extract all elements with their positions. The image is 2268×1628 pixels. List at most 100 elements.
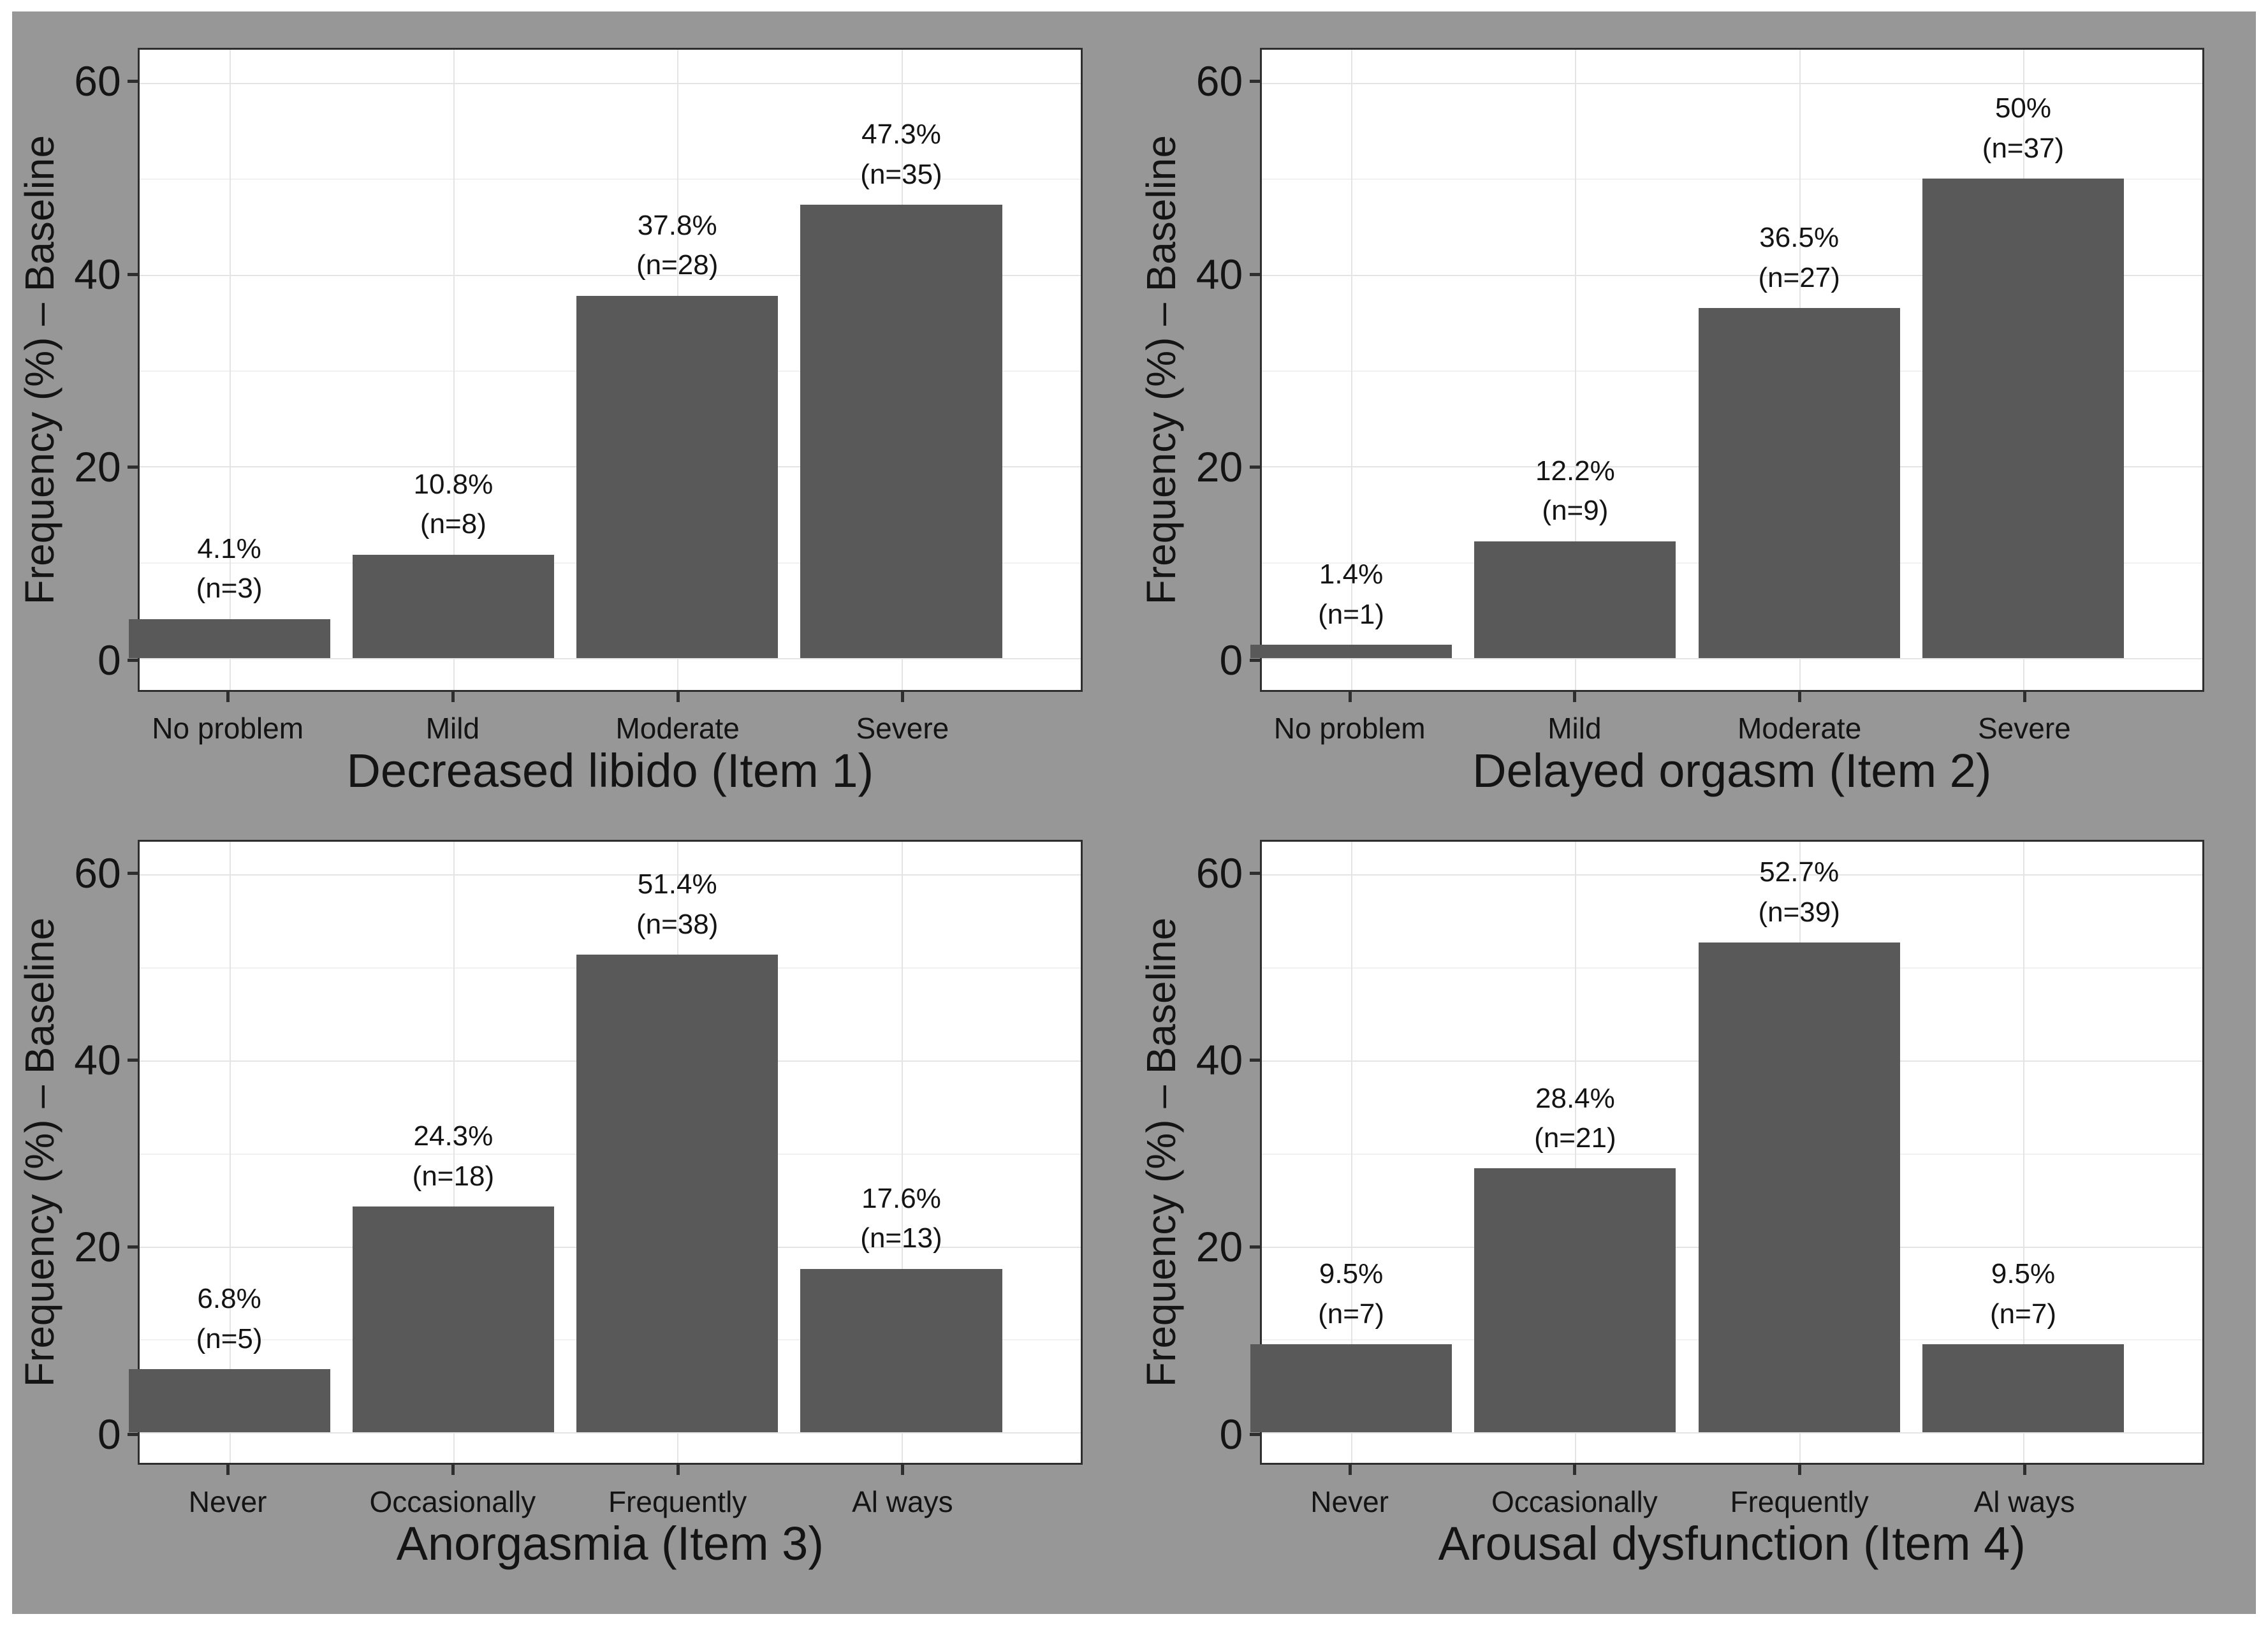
x-tick-mark — [226, 1465, 230, 1476]
gridline-major — [140, 1432, 1081, 1434]
bar — [128, 1369, 330, 1433]
y-axis-title: Frequency (%) – Baseline — [16, 135, 62, 605]
bar-count-text: (n=35) — [860, 158, 942, 190]
bar-count-text: (n=27) — [1758, 261, 1840, 293]
bar — [1250, 645, 1452, 659]
y-axis-title: Frequency (%) – Baseline — [16, 918, 62, 1388]
bar-count-text: (n=28) — [636, 249, 719, 281]
plot-panel: 6.8% (n=5) 24.3% (n=18) 51.4% (n=38) 17.6% (n=1… — [128, 840, 1083, 1465]
x-tick-label: Mild — [425, 712, 480, 745]
x-tick-label: Severe — [856, 712, 949, 745]
bar-value-label: 9.5% (n=7) — [1990, 1254, 2056, 1334]
y-tick-label: 40 — [74, 250, 121, 298]
plot-panel: 1.4% (n=1) 12.2% (n=9) 36.5% (n=27) 50% (n=37) — [1250, 47, 2205, 692]
x-tick-label: No problem — [1273, 712, 1426, 745]
bar-count-text: (n=18) — [412, 1160, 495, 1192]
y-tick-mark — [128, 658, 138, 662]
y-tick-mark — [1249, 1059, 1260, 1062]
x-tick-mark — [1573, 1465, 1577, 1476]
bar-value-label: 28.4% (n=21) — [1534, 1079, 1616, 1159]
bar-percent-text: 50% — [1994, 92, 2052, 124]
bar-value-label: 37.8% (n=28) — [636, 206, 718, 286]
bar-percent-text: 4.1% — [197, 532, 261, 564]
bar-value-label: 51.4% (n=38) — [636, 865, 718, 944]
plot-panel: 9.5% (n=7) 28.4% (n=21) 52.7% (n=39) 9.5% (n=7) — [1250, 840, 2205, 1465]
bar — [1698, 308, 1900, 659]
y-tick-label: 0 — [1219, 636, 1243, 684]
gridline-major — [140, 874, 1081, 876]
y-tick-label: 60 — [74, 57, 121, 105]
bar-count-text: (n=39) — [1758, 896, 1840, 928]
y-tick-label: 40 — [1196, 1036, 1243, 1083]
bar-count-text: (n=8) — [420, 508, 487, 540]
chart-panel-decreased-libido: Frequency (%) – Baseline 4.1% (n=3) 10.8% (n… — [12, 11, 1134, 813]
chart-panel-anorgasmia: Frequency (%) – Baseline 6.8% (n=5) 24.3% (n… — [12, 813, 1134, 1615]
bar-count-text: (n=37) — [1982, 132, 2065, 164]
y-tick-mark — [128, 1432, 138, 1436]
x-tick-mark — [676, 691, 680, 702]
y-tick-mark — [128, 1245, 138, 1249]
bar-percent-text: 36.5% — [1759, 222, 1840, 254]
x-tick-label: Al ways — [852, 1485, 953, 1518]
bar — [576, 295, 779, 659]
bar — [576, 954, 779, 1433]
y-axis-title: Frequency (%) – Baseline — [1138, 135, 1185, 605]
bar-percent-text: 51.4% — [637, 869, 717, 900]
x-tick-mark — [451, 691, 455, 702]
gridline-major — [1261, 1432, 2203, 1434]
y-tick-mark — [128, 466, 138, 469]
bar-count-text: (n=38) — [636, 908, 719, 940]
bar-value-label: 47.3% (n=35) — [860, 115, 942, 194]
bar-value-label: 24.3% (n=18) — [413, 1117, 494, 1196]
four-panel-bar-figure: Frequency (%) – Baseline 4.1% (n=3) 10.8% (n… — [12, 11, 2256, 1614]
bar-count-text: (n=1) — [1318, 598, 1385, 630]
bar-percent-text: 28.4% — [1535, 1082, 1615, 1114]
y-tick-mark — [128, 1059, 138, 1062]
x-tick-label: Moderate — [1737, 712, 1862, 745]
x-tick-mark — [1573, 691, 1577, 702]
bar-percent-text: 37.8% — [637, 209, 717, 241]
bar-value-label: 9.5% (n=7) — [1318, 1254, 1384, 1334]
x-tick-label: Occasionally — [1491, 1485, 1658, 1518]
x-axis-title: Delayed orgasm (Item 2) — [1472, 744, 1992, 797]
bar-value-label: 10.8% (n=8) — [414, 465, 494, 545]
bar-percent-text: 6.8% — [197, 1283, 261, 1315]
x-tick-label: No problem — [152, 712, 304, 745]
x-tick-label: Never — [1310, 1485, 1389, 1518]
bar-value-label: 4.1% (n=3) — [196, 529, 263, 609]
x-tick-label: Never — [188, 1485, 267, 1518]
chart-panel-arousal-dysfunction: Frequency (%) – Baseline 9.5% (n=7) 28.4% (n… — [1134, 813, 2257, 1615]
chart-grid: Frequency (%) – Baseline 4.1% (n=3) 10.8% (n… — [12, 11, 2256, 1614]
bar-percent-text: 10.8% — [413, 468, 494, 500]
x-tick-label: Frequently — [608, 1485, 747, 1518]
bar-count-text: (n=21) — [1534, 1122, 1616, 1154]
y-tick-mark — [128, 80, 138, 84]
gridline-vertical — [2023, 842, 2024, 1463]
x-tick-label: Severe — [1977, 712, 2071, 745]
y-tick-mark — [1249, 658, 1260, 662]
bar — [352, 554, 554, 659]
y-tick-mark — [1249, 80, 1260, 84]
y-tick-label: 60 — [1196, 849, 1243, 897]
bar-count-text: (n=3) — [196, 572, 263, 604]
bar — [1474, 1168, 1676, 1433]
bar-percent-text: 9.5% — [1319, 1258, 1384, 1290]
bar — [128, 619, 330, 659]
gridline-vertical — [229, 842, 231, 1463]
bar-value-label: 50% (n=37) — [1982, 89, 2064, 168]
y-tick-mark — [1249, 466, 1260, 469]
gridline-vertical — [1575, 842, 1577, 1463]
gridline-minor — [140, 179, 1081, 180]
x-axis-title: Arousal dysfunction (Item 4) — [1438, 1517, 2026, 1571]
bar — [1250, 1344, 1452, 1433]
bar-percent-text: 52.7% — [1759, 856, 1840, 888]
gridline-major — [1261, 274, 2203, 276]
x-tick-mark — [226, 691, 230, 702]
x-tick-mark — [2023, 691, 2026, 702]
gridline-major — [140, 658, 1081, 660]
bar — [1922, 179, 2125, 659]
x-tick-mark — [901, 691, 905, 702]
bar-value-label: 6.8% (n=5) — [196, 1279, 263, 1359]
x-tick-label: Al ways — [1973, 1485, 2075, 1518]
x-tick-mark — [1798, 691, 1802, 702]
